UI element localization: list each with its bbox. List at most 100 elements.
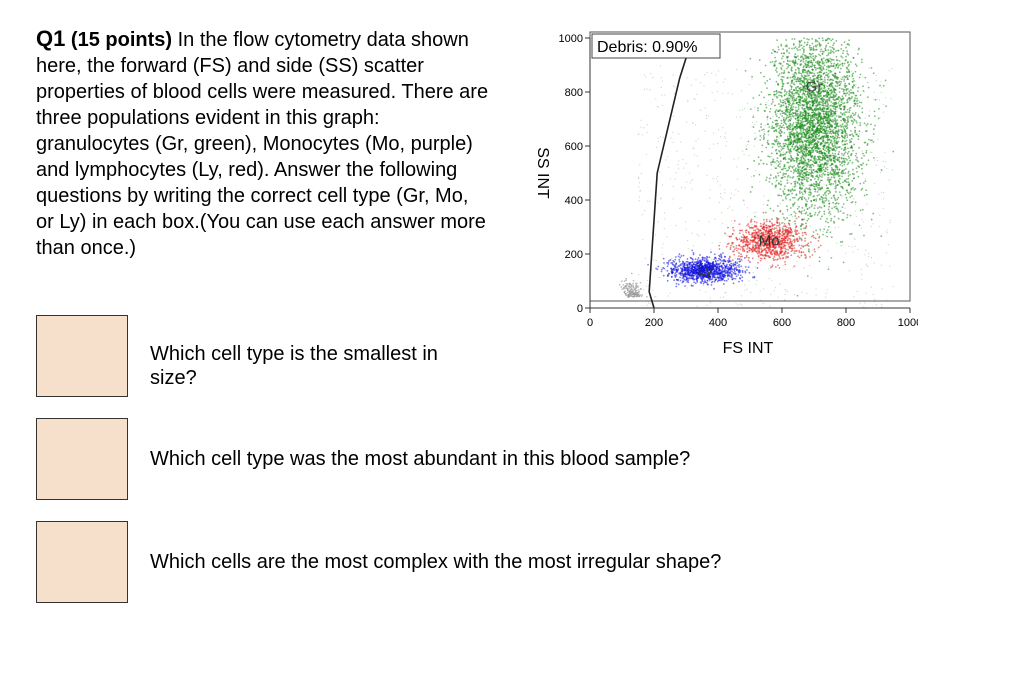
background-event xyxy=(740,90,743,92)
background-event xyxy=(638,182,641,184)
event-gr xyxy=(807,173,810,176)
background-event xyxy=(717,70,719,72)
event-gr xyxy=(791,38,794,40)
debris-event xyxy=(624,294,627,296)
event-gr xyxy=(801,173,804,176)
event-gr xyxy=(825,44,828,47)
background-event xyxy=(769,305,771,307)
event-gr xyxy=(819,125,822,128)
debris-event xyxy=(625,282,628,285)
event-gr xyxy=(845,111,848,113)
background-event xyxy=(751,122,754,124)
event-gr xyxy=(810,168,813,171)
event-gr xyxy=(825,199,828,201)
event-gr xyxy=(827,72,830,75)
answer-box-2[interactable] xyxy=(36,418,128,500)
event-gr xyxy=(814,131,817,134)
event-gr xyxy=(811,61,814,64)
event-gr xyxy=(827,173,830,176)
event-gr xyxy=(809,100,811,103)
event-gr xyxy=(754,138,756,140)
event-gr xyxy=(827,75,830,78)
event-gr xyxy=(790,67,793,70)
event-gr xyxy=(818,115,821,118)
event-gr xyxy=(796,77,799,80)
event-gr xyxy=(781,79,784,81)
background-event xyxy=(715,74,717,76)
background-event xyxy=(674,92,676,94)
event-gr xyxy=(828,180,831,183)
event-gr xyxy=(808,66,811,69)
event-mo xyxy=(778,222,781,224)
event-gr xyxy=(826,54,828,57)
event-gr xyxy=(832,51,835,54)
event-gr xyxy=(817,207,819,209)
background-event xyxy=(661,184,664,186)
event-gr xyxy=(814,160,817,163)
event-gr xyxy=(820,95,822,97)
event-gr xyxy=(835,186,837,188)
background-event xyxy=(866,264,868,267)
background-event xyxy=(739,303,741,305)
event-gr xyxy=(830,62,833,65)
event-gr xyxy=(834,119,837,122)
event-gr xyxy=(792,96,795,99)
background-event xyxy=(696,93,698,95)
event-gr xyxy=(858,105,861,108)
event-gr xyxy=(815,138,818,141)
event-gr xyxy=(825,127,828,130)
answer-box-3[interactable] xyxy=(36,521,128,603)
event-gr xyxy=(805,178,808,181)
event-gr xyxy=(805,205,807,208)
event-gr xyxy=(783,94,786,96)
event-gr xyxy=(780,66,783,69)
event-gr xyxy=(792,171,795,174)
event-gr xyxy=(865,193,868,196)
event-gr xyxy=(821,140,824,142)
background-event xyxy=(737,304,739,306)
background-event xyxy=(755,121,758,123)
event-gr xyxy=(779,101,782,103)
event-gr xyxy=(812,47,815,50)
event-gr xyxy=(782,116,785,119)
question-points: (15 points) xyxy=(70,29,173,51)
event-gr xyxy=(828,138,831,141)
event-gr xyxy=(836,78,839,80)
background-event xyxy=(886,299,888,301)
background-event xyxy=(815,287,817,289)
event-gr xyxy=(777,91,780,93)
background-event xyxy=(772,115,774,118)
event-gr xyxy=(869,139,872,142)
event-gr xyxy=(762,138,765,141)
event-gr xyxy=(801,81,804,84)
event-gr xyxy=(807,114,810,117)
event-gr xyxy=(837,208,840,211)
event-gr xyxy=(752,126,755,129)
event-gr xyxy=(833,113,836,116)
background-event xyxy=(754,132,756,134)
event-gr xyxy=(789,198,792,201)
event-gr xyxy=(805,187,808,189)
event-gr xyxy=(787,105,790,108)
event-gr xyxy=(846,163,849,166)
event-gr xyxy=(799,126,802,129)
background-event xyxy=(857,248,859,251)
background-event xyxy=(692,122,695,124)
event-mo xyxy=(748,227,751,229)
event-gr xyxy=(781,131,783,133)
background-event xyxy=(764,124,766,127)
event-gr xyxy=(822,145,825,148)
event-gr xyxy=(811,134,814,137)
event-gr xyxy=(840,101,843,104)
event-gr xyxy=(769,61,772,64)
event-gr xyxy=(795,91,797,94)
event-gr xyxy=(800,72,802,75)
event-gr xyxy=(850,146,853,148)
event-gr xyxy=(774,69,777,72)
event-gr xyxy=(857,135,860,138)
background-event xyxy=(713,132,715,134)
answer-box-1[interactable] xyxy=(36,315,128,397)
background-event xyxy=(866,203,868,205)
background-event xyxy=(693,148,695,150)
event-gr xyxy=(851,96,854,98)
